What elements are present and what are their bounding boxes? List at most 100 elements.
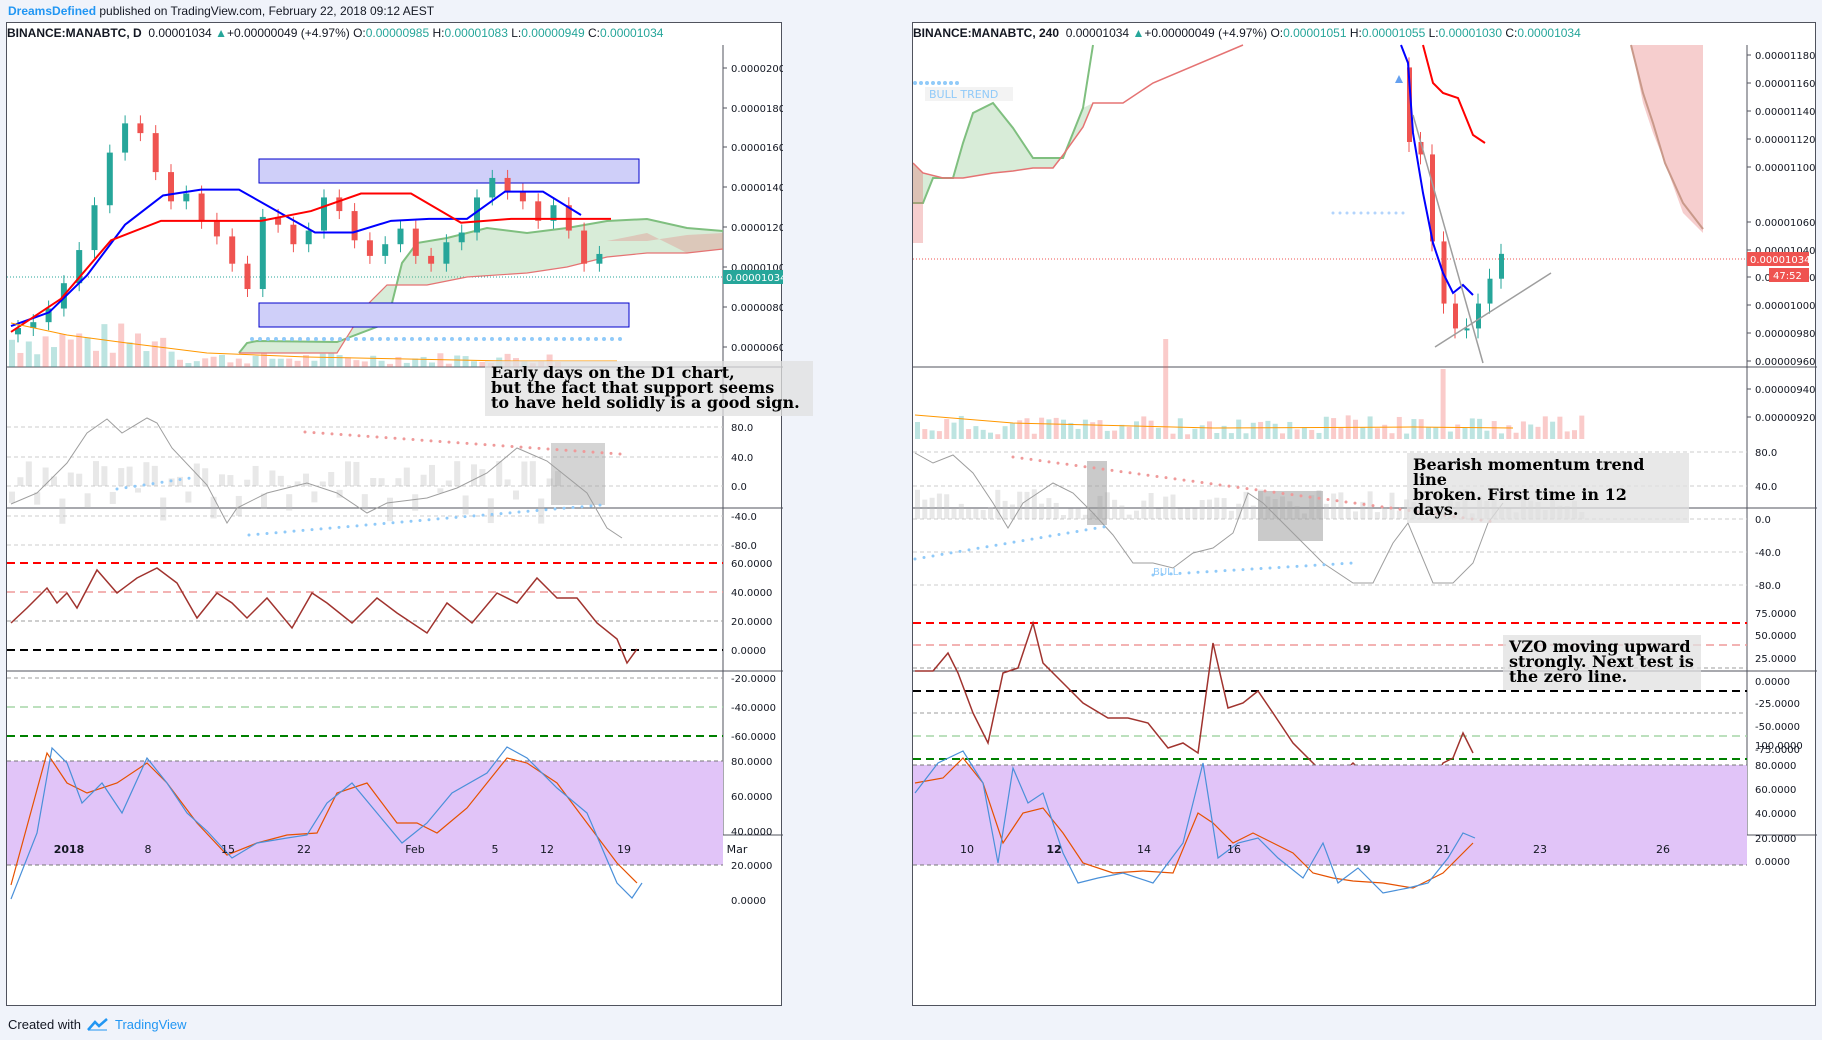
bullish-trend-dot (1304, 564, 1308, 568)
momentum-histogram-bar (261, 493, 267, 509)
support-dot (354, 337, 358, 341)
volume-bar (1126, 426, 1132, 439)
signal-dot (1380, 211, 1384, 215)
momentum-histogram-bar (1221, 498, 1227, 519)
trend-line-up (1434, 272, 1552, 348)
bullish-trend-dot (454, 515, 458, 519)
senkou-span-a (238, 217, 724, 354)
bullish-trend-dot (364, 523, 368, 527)
bull-trend-dot (919, 81, 923, 85)
momentum-histogram-bar (973, 509, 979, 519)
support-dot (250, 337, 254, 341)
symbol-label[interactable]: BINANCE:MANABTC, D (7, 26, 142, 40)
bearish-trend-dot (537, 446, 541, 450)
daily-chart-panel[interactable]: BINANCE:MANABTC, D 0.00001034 ▲+0.000000… (6, 22, 813, 1007)
countdown-tag: 47:52 (1773, 271, 1802, 282)
time-tick-label: 15 (221, 843, 235, 856)
momentum-histogram-bar (143, 462, 150, 486)
momentum-histogram-bar (286, 494, 293, 511)
bullish-trend-dot (133, 484, 137, 488)
author-link[interactable]: DreamsDefined (8, 4, 97, 18)
support-dot (362, 337, 366, 341)
volume-bar (1513, 432, 1519, 439)
momentum-histogram-bar (177, 476, 183, 486)
daily-annotation: Early days on the D1 chart, but the fact… (485, 361, 813, 416)
bearish-trend-dot (1209, 482, 1213, 486)
volume-bar (1506, 425, 1512, 439)
vzo-tick-label: 20.0000 (731, 617, 772, 628)
volume-bar (1258, 421, 1264, 439)
candle-body (321, 197, 327, 231)
bullish-trend-dot (922, 555, 926, 559)
candle-body (198, 193, 205, 221)
volume-bar (1440, 369, 1446, 439)
ichimoku-cloud-red (607, 233, 723, 253)
volume-bar (1579, 415, 1585, 439)
kijun-sen-line (1422, 44, 1486, 144)
bullish-trend-dot (187, 476, 191, 480)
momentum-histogram-bar (412, 494, 419, 511)
bullish-trend-dot (265, 531, 269, 535)
bullish-trend-dot (274, 531, 278, 535)
stoch-tick-label: 60.0000 (1755, 785, 1796, 796)
bullish-trend-dot (499, 512, 503, 516)
volume-bar (67, 339, 74, 367)
momentum-tick-label: 40.0 (1755, 482, 1777, 493)
bearish-trend-dot (1110, 468, 1114, 472)
bearish-trend-dot (1101, 467, 1105, 471)
candle-body (412, 228, 419, 256)
bullish-trend-dot (301, 528, 305, 532)
momentum-histogram-bar (1389, 492, 1395, 519)
volume-bar (1382, 424, 1388, 439)
support-dot (314, 337, 318, 341)
signal-dot (1394, 211, 1398, 215)
change-value: +0.00000049 (+4.97%) (226, 26, 350, 40)
volume-bar (1301, 427, 1307, 439)
volume-bar (1002, 426, 1008, 439)
volume-bar (403, 362, 410, 367)
bull-trend-dot (937, 81, 941, 85)
support-dot (330, 337, 334, 341)
bull-trend-dot (931, 81, 935, 85)
bullish-trend-dot (1075, 529, 1079, 533)
support-dot (258, 337, 262, 341)
volume-bar (1097, 420, 1103, 439)
price-tick-label: 0.00001000 (1755, 301, 1815, 312)
bullish-trend-dot (160, 480, 164, 484)
momentum-histogram-bar (378, 478, 385, 486)
momentum-tick-label: -40.0 (1755, 548, 1781, 559)
momentum-histogram-bar (84, 493, 91, 508)
stoch-tick-label: 60.0000 (731, 792, 772, 803)
bullish-trend-dot (994, 543, 998, 547)
volume-bar (1170, 433, 1176, 439)
bearish-trend-dot (1191, 479, 1195, 483)
bullish-trend-dot (1102, 525, 1106, 529)
up-arrow-icon: ▲ (1132, 26, 1145, 40)
bearish-trend-dot (1038, 459, 1042, 463)
momentum-histogram-bar (1185, 508, 1191, 519)
tradingview-link[interactable]: TradingView (114, 1017, 187, 1032)
volume-bar (1411, 419, 1417, 439)
h4-chart-panel[interactable]: BINANCE:MANABTC, 240 0.00001034 ▲+0.0000… (912, 22, 1817, 1007)
support-dot (402, 337, 406, 341)
last-price: 0.00001034 (148, 26, 212, 40)
momentum-histogram-bar (336, 489, 343, 498)
volume-bar (118, 323, 125, 367)
candle-body (213, 220, 220, 237)
volume-bar (1031, 433, 1037, 439)
up-arrow-icon: ▲ (215, 26, 227, 40)
bearish-trend-dot (1263, 489, 1267, 493)
h4-chart-canvas[interactable]: 0.00001180 0.00001160 0.00001140 0.00001120… (913, 23, 1817, 1007)
candle-body (397, 228, 404, 245)
symbol-label[interactable]: BINANCE:MANABTC, 240 (913, 26, 1060, 40)
stoch-slow-line (10, 751, 638, 886)
volume-bar (1484, 430, 1490, 439)
candle-body (168, 172, 174, 202)
vzo-tick-label: -20.0000 (731, 674, 776, 685)
last-price-tag-bg (723, 270, 783, 284)
bearish-trend-dot (555, 448, 559, 452)
stoch-tick-label: 40.0000 (731, 827, 772, 838)
momentum-histogram-bar (988, 507, 993, 519)
